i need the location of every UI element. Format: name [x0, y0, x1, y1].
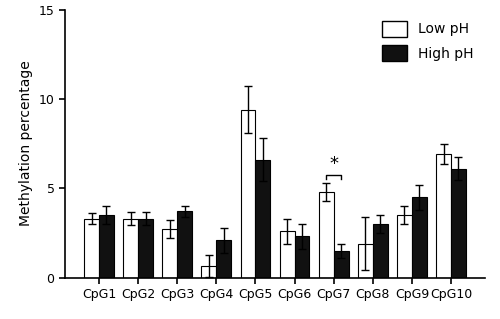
Bar: [240, 110, 256, 278]
Legend: Low pH, High pH: Low pH, High pH: [378, 17, 478, 65]
Bar: [123, 219, 138, 278]
Y-axis label: Methylation percentage: Methylation percentage: [19, 61, 33, 226]
Bar: [162, 229, 177, 278]
Text: *: *: [329, 155, 338, 173]
Bar: [451, 168, 466, 278]
Bar: [397, 215, 412, 278]
Bar: [177, 211, 192, 278]
Bar: [334, 251, 348, 278]
Bar: [436, 154, 451, 278]
Bar: [373, 224, 388, 278]
Bar: [216, 240, 231, 278]
Bar: [256, 160, 270, 278]
Bar: [294, 236, 310, 278]
Bar: [202, 266, 216, 278]
Bar: [138, 219, 153, 278]
Bar: [99, 215, 114, 278]
Bar: [84, 219, 99, 278]
Bar: [412, 197, 427, 278]
Bar: [280, 231, 294, 278]
Bar: [358, 244, 373, 278]
Bar: [319, 192, 334, 278]
